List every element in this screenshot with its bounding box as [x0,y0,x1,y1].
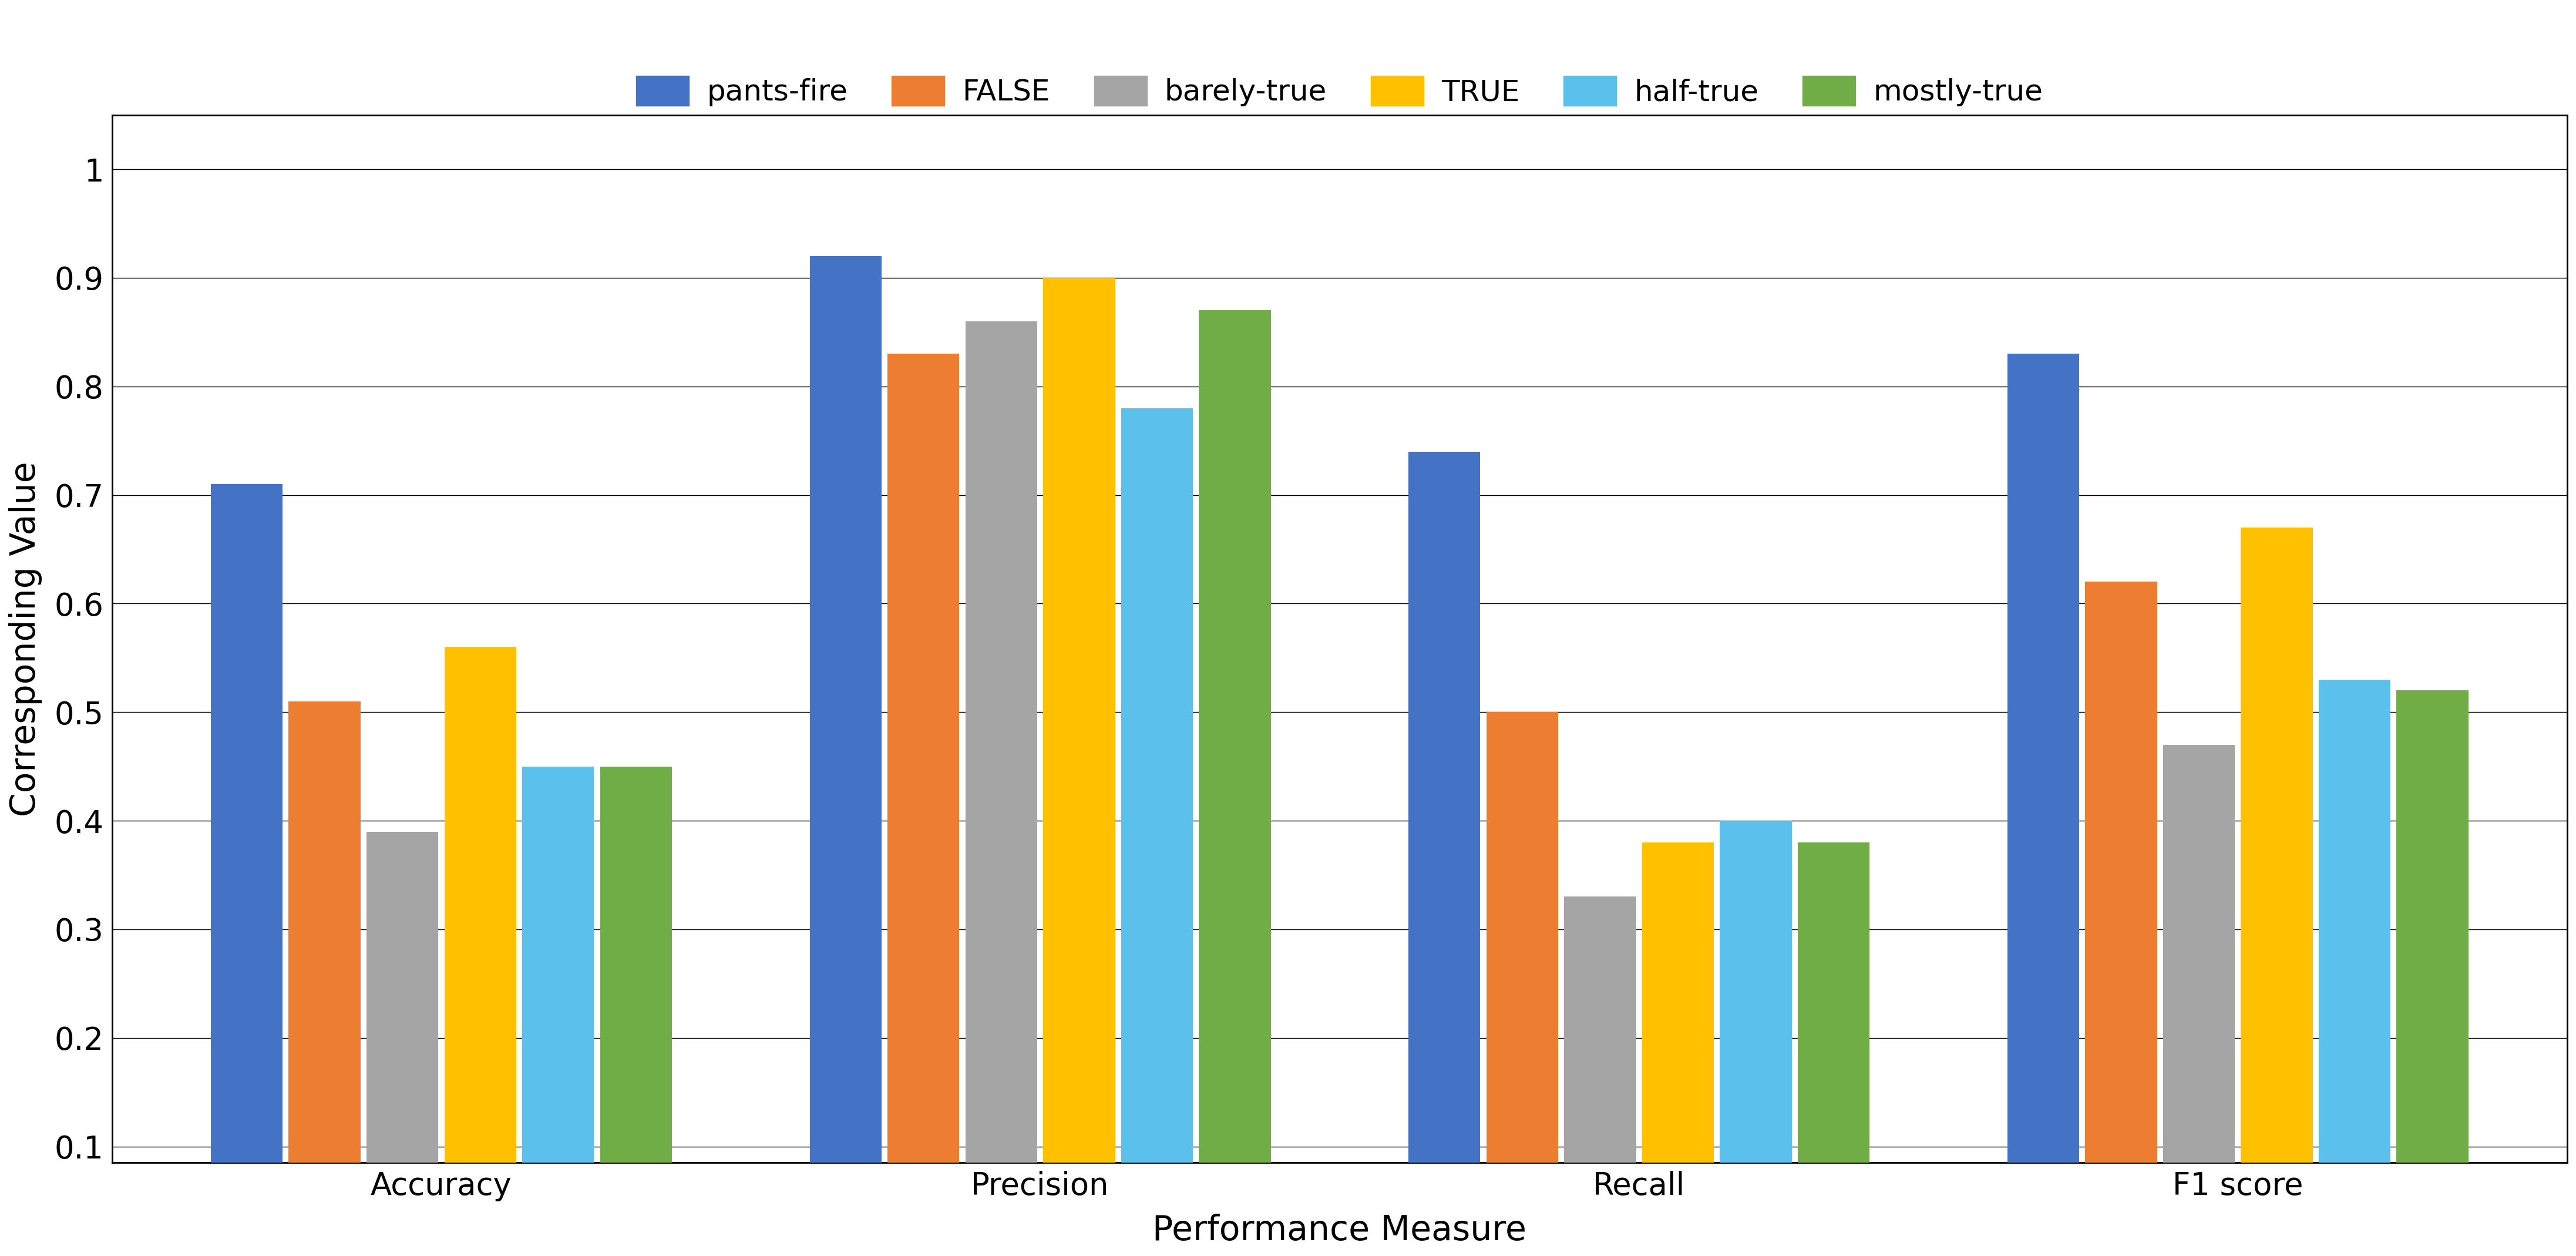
Bar [1564,897,1636,1255]
Bar [1198,310,1270,1255]
Bar [2318,679,2391,1255]
Bar [1486,712,1558,1255]
Bar [966,322,1038,1255]
Bar [1409,452,1481,1255]
Bar [2396,691,2468,1255]
Bar [2084,582,2156,1255]
Bar [600,766,672,1255]
Bar [1641,843,1713,1255]
Bar [2241,528,2313,1255]
Bar [2164,745,2236,1255]
X-axis label: Performance Measure: Performance Measure [1151,1213,1528,1247]
Bar [523,766,595,1255]
Y-axis label: Corresponding Value: Corresponding Value [8,461,41,816]
Bar [2007,354,2079,1255]
Bar [1721,820,1793,1255]
Bar [289,701,361,1255]
Bar [889,354,958,1255]
Bar [809,256,881,1255]
Legend: pants-fire, FALSE, barely-true, TRUE, half-true, mostly-true: pants-fire, FALSE, barely-true, TRUE, ha… [629,67,2050,116]
Bar [1043,278,1115,1255]
Bar [1798,843,1870,1255]
Bar [1121,408,1193,1255]
Bar [446,647,515,1255]
Bar [366,831,438,1255]
Bar [211,484,283,1255]
